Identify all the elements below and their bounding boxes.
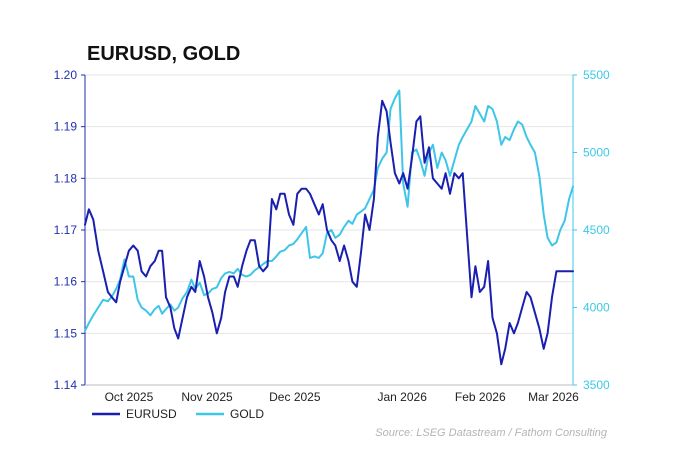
- left-tick-label: 1.14: [54, 378, 78, 392]
- right-tick-label: 5500: [583, 68, 610, 82]
- series-line-gold: [84, 89, 574, 332]
- left-tick-label: 1.18: [54, 171, 78, 185]
- series-line-eurusd: [84, 99, 574, 366]
- series-layer: [84, 89, 574, 366]
- source-note: Source: LSEG Datastream / Fathom Consult…: [375, 427, 608, 439]
- x-tick-label: Jan 2026: [378, 390, 428, 404]
- right-tick-label: 3500: [583, 378, 610, 392]
- left-axis: 1.14 1.15 1.16 1.17 1.18 1.19 1.20: [54, 68, 86, 392]
- legend: EURUSD GOLD: [92, 407, 264, 421]
- left-tick-label: 1.17: [54, 223, 78, 237]
- gridlines: [85, 74, 573, 334]
- right-tick-label: 4500: [583, 223, 610, 237]
- right-tick-label: 4000: [583, 301, 610, 315]
- x-tick-label: Mar 2026: [528, 390, 579, 404]
- right-axis: 3500 4000 4500 5000 5500: [572, 68, 610, 392]
- legend-gold-label: GOLD: [230, 407, 264, 421]
- x-tick-label: Feb 2026: [455, 390, 506, 404]
- x-tick-label: Oct 2025: [105, 390, 154, 404]
- x-axis: Oct 2025 Nov 2025 Dec 2025 Jan 2026 Feb 2026…: [85, 384, 579, 404]
- x-tick-label: Dec 2025: [269, 390, 321, 404]
- legend-eurusd-label: EURUSD: [126, 407, 177, 421]
- left-tick-label: 1.20: [54, 68, 78, 82]
- left-tick-label: 1.19: [54, 120, 78, 134]
- left-tick-label: 1.16: [54, 275, 78, 289]
- left-tick-label: 1.15: [54, 326, 78, 340]
- chart-title: EURUSD, GOLD: [87, 43, 240, 65]
- x-tick-label: Nov 2025: [181, 390, 233, 404]
- right-tick-label: 5000: [583, 146, 610, 160]
